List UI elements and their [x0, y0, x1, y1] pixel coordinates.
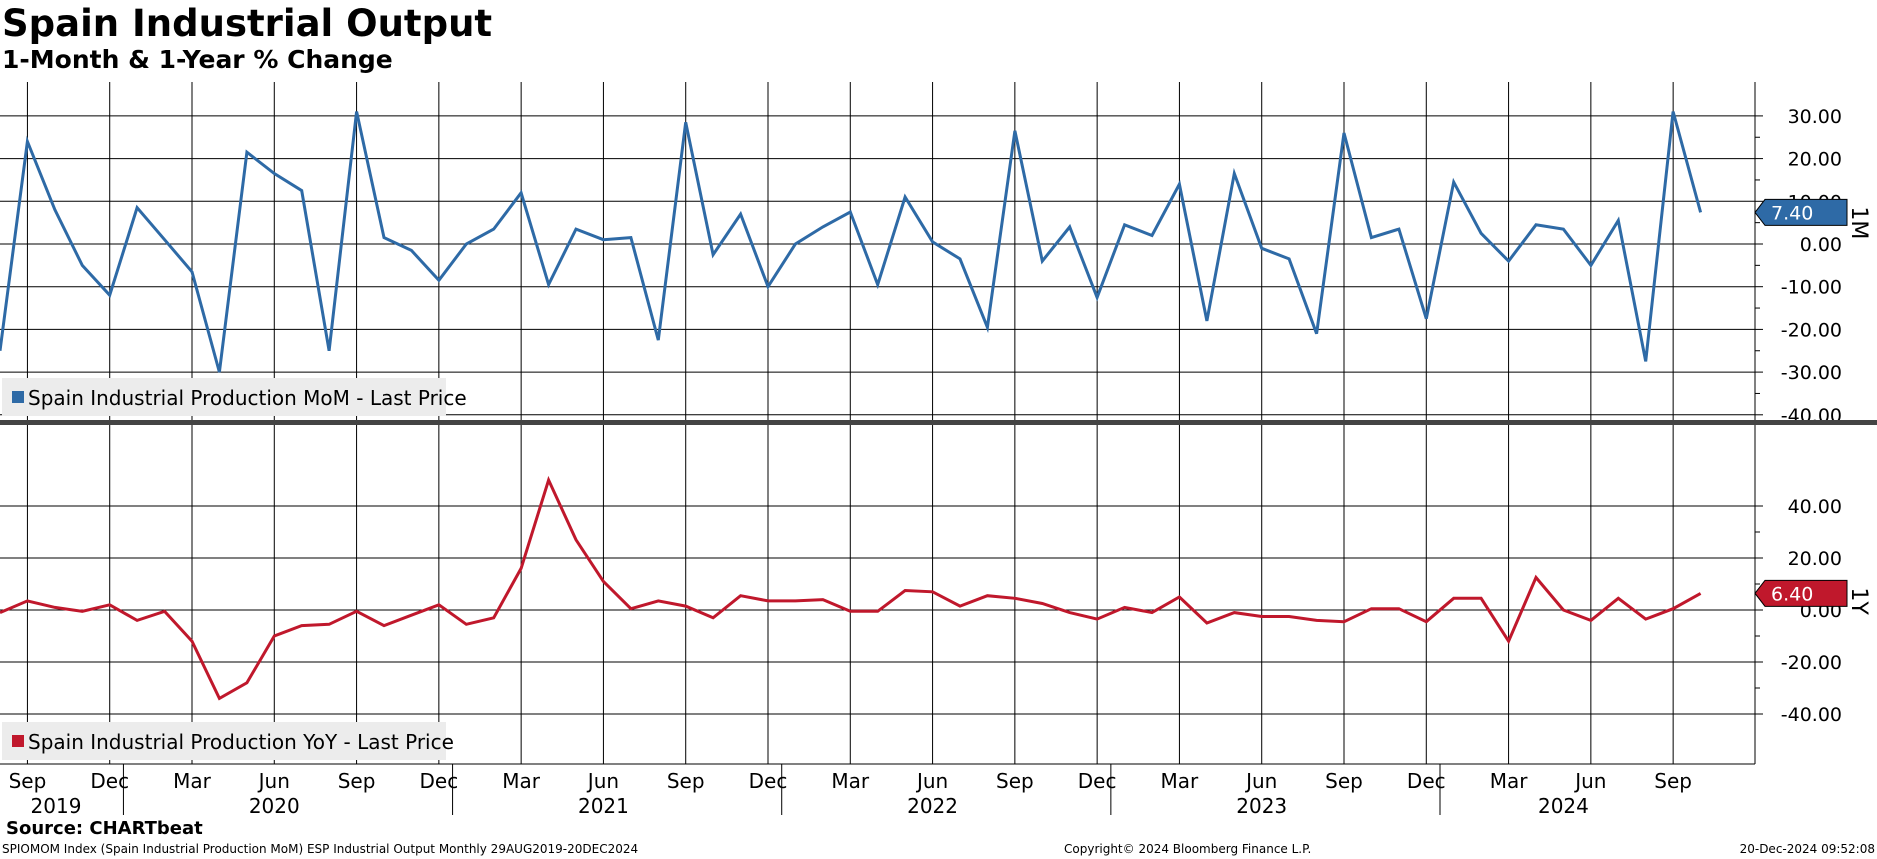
x-tick-label: Dec [749, 769, 788, 793]
y-tick-label: -40.00 [1781, 704, 1842, 726]
y-tick-label: -20.00 [1781, 652, 1842, 674]
x-tick-label: Sep [1654, 769, 1692, 793]
y-tick-label: -30.00 [1781, 362, 1842, 384]
y-tick-label: 40.00 [1788, 496, 1842, 518]
x-tick-label: Mar [1161, 769, 1200, 793]
legend-label: Spain Industrial Production MoM - Last P… [28, 386, 467, 410]
x-year-label: 2022 [907, 794, 958, 818]
legend-swatch [12, 735, 24, 747]
x-year-label: 2019 [31, 794, 82, 818]
last-value-label: 7.40 [1771, 202, 1813, 224]
chart-title: Spain Industrial Output [2, 2, 493, 45]
y-tick-label: -10.00 [1781, 277, 1842, 299]
legend-swatch [12, 391, 24, 403]
y-tick-label: 30.00 [1788, 106, 1842, 128]
x-tick-label: Jun [1573, 769, 1606, 793]
x-year-label: 2023 [1236, 794, 1287, 818]
x-tick-label: Jun [1244, 769, 1277, 793]
y-tick-label: -20.00 [1781, 319, 1842, 341]
last-value-label: 6.40 [1771, 583, 1813, 605]
x-tick-label: Sep [338, 769, 376, 793]
x-tick-label: Jun [257, 769, 290, 793]
x-year-label: 2021 [578, 794, 629, 818]
footer-copyright: Copyright© 2024 Bloomberg Finance L.P. [1064, 842, 1312, 856]
x-tick-label: Sep [996, 769, 1034, 793]
x-tick-label: Mar [1490, 769, 1529, 793]
x-year-label: 2024 [1538, 794, 1589, 818]
mom-panel: 30.0020.0010.000.00-10.00-20.00-30.00-40… [0, 106, 1871, 427]
x-tick-label: Sep [9, 769, 47, 793]
x-tick-label: Dec [420, 769, 459, 793]
x-tick-label: Dec [1407, 769, 1446, 793]
x-tick-label: Jun [586, 769, 619, 793]
x-tick-label: Mar [502, 769, 541, 793]
source-note: Source: CHARTbeat [6, 818, 203, 839]
panel-label: 1M [1846, 206, 1871, 239]
mom-series-line [0, 111, 1703, 373]
yoy-series-line [0, 475, 1702, 701]
x-tick-label: Dec [1078, 769, 1117, 793]
x-tick-label: Sep [667, 769, 705, 793]
panel-label: 1Y [1846, 587, 1871, 615]
x-tick-label: Mar [831, 769, 870, 793]
last-value-tag [1754, 579, 1848, 607]
panel-divider [0, 420, 1877, 425]
last-value-tag [1754, 198, 1848, 226]
legend-box [2, 378, 446, 416]
y-tick-label: 20.00 [1788, 149, 1842, 171]
x-year-label: 2020 [249, 794, 300, 818]
x-tick-label: Sep [1325, 769, 1363, 793]
footer-timestamp: 20-Dec-2024 09:52:08 [1739, 842, 1875, 856]
chart-subtitle: 1-Month & 1-Year % Change [2, 45, 393, 74]
legend-box [2, 722, 446, 760]
y-tick-label: 20.00 [1788, 548, 1842, 570]
x-tick-label: Mar [173, 769, 212, 793]
legend-label: Spain Industrial Production YoY - Last P… [28, 730, 454, 754]
y-tick-label: 0.00 [1800, 234, 1842, 256]
x-tick-label: Jun [915, 769, 948, 793]
footer-index-info: SPIOMOM Index (Spain Industrial Producti… [2, 842, 639, 856]
x-tick-label: Dec [90, 769, 129, 793]
